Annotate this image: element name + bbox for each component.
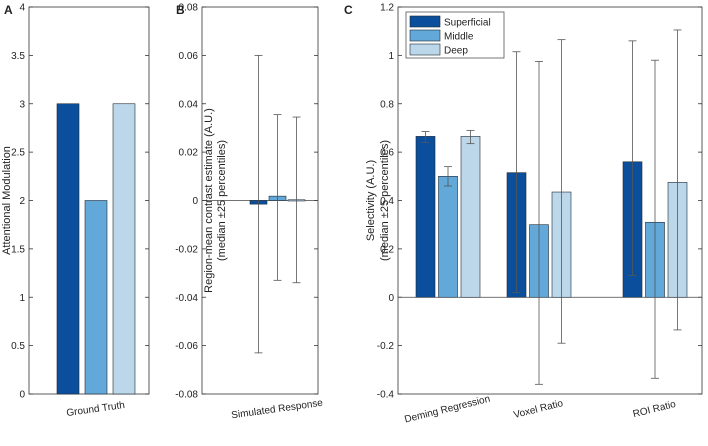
y-tick-label: 0	[192, 196, 198, 207]
panel-letter: C	[344, 3, 353, 17]
y-tick-label: 0.06	[179, 51, 199, 62]
bar-superficial	[56, 103, 80, 395]
panel-a: A 0 0.5 1 1.5 2 2.5 3 3.5 4 Attentional Modulation…	[1, 3, 150, 419]
legend-swatch-deep	[409, 43, 441, 56]
bar-middle	[84, 200, 108, 395]
bar-superficial	[415, 136, 436, 298]
panel-letter: A	[4, 3, 13, 17]
y-tick-label: 3.5	[11, 51, 25, 62]
y-tick-label: 0.08	[179, 3, 199, 14]
bar-deep	[112, 103, 136, 395]
y-tick-label: 1	[388, 51, 394, 62]
legend-label-deep: Deep	[444, 46, 468, 57]
legend: Superficial Middle Deep	[405, 11, 505, 59]
y-tick-label: -0.08	[175, 390, 198, 401]
y-tick-label: 0.02	[179, 148, 199, 159]
x-tick-label: Voxel Ratio	[513, 398, 565, 421]
y-tick-label: -0.4	[377, 390, 395, 401]
y-tick-label: 0.04	[179, 99, 199, 110]
y-tick-label: 4	[19, 3, 25, 14]
y-tick-label: 0.8	[380, 99, 394, 110]
panel-c: C -0.4 -0.2 0 0.2 0.4 0.6 0.8 1 1.2 Selectivity (A…	[344, 3, 703, 426]
y-tick-label: 0	[19, 390, 25, 401]
y-tick-label: 3	[19, 99, 25, 110]
y-tick-label: -0.06	[175, 341, 198, 352]
y-tick-label: 1.5	[11, 244, 25, 255]
y-tick-label: -0.02	[175, 244, 198, 255]
y-axis-label-2: (median ±25 percentiles)	[216, 140, 228, 261]
y-axis-label: Selectivity (A.U.)	[365, 160, 377, 241]
y-axis-label-2: (median ±25 percentiles)	[379, 140, 391, 261]
legend-swatch-superficial	[409, 15, 441, 28]
legend-label-superficial: Superficial	[444, 18, 491, 29]
bar-middle	[438, 176, 458, 298]
legend-label-middle: Middle	[444, 32, 474, 43]
y-tick-label: 2.5	[11, 148, 25, 159]
y-tick-label: 1.2	[380, 3, 394, 14]
y-tick-label: 0.5	[11, 341, 25, 352]
y-tick-label: -0.2	[377, 341, 395, 352]
y-tick-label: 0	[388, 293, 394, 304]
y-tick-label: 0.4	[380, 196, 394, 207]
x-tick-label: ROI Ratio	[632, 399, 678, 420]
y-tick-label: -0.04	[175, 293, 198, 304]
y-tick-label: 0.6	[380, 148, 394, 159]
y-tick-label: 2	[19, 196, 25, 207]
panel-letter: B	[176, 3, 185, 17]
y-tick-label: 1	[19, 293, 25, 304]
y-tick-label: 0.2	[380, 244, 394, 255]
y-axis-label: Region-mean contrast estimate (A.U.)	[203, 108, 215, 293]
bar-deep	[460, 136, 481, 298]
x-tick-label: Simulated Response	[231, 398, 324, 422]
panel-b: B -0.08 -0.06 -0.04 -0.02 0 0.02 0.04 0.06 0.08 Re…	[175, 3, 324, 422]
y-axis-label: Attentional Modulation	[1, 146, 13, 255]
legend-swatch-middle	[409, 29, 441, 42]
x-tick-label: Deming Regression	[403, 394, 491, 426]
x-tick-label: Ground Truth	[66, 400, 126, 419]
